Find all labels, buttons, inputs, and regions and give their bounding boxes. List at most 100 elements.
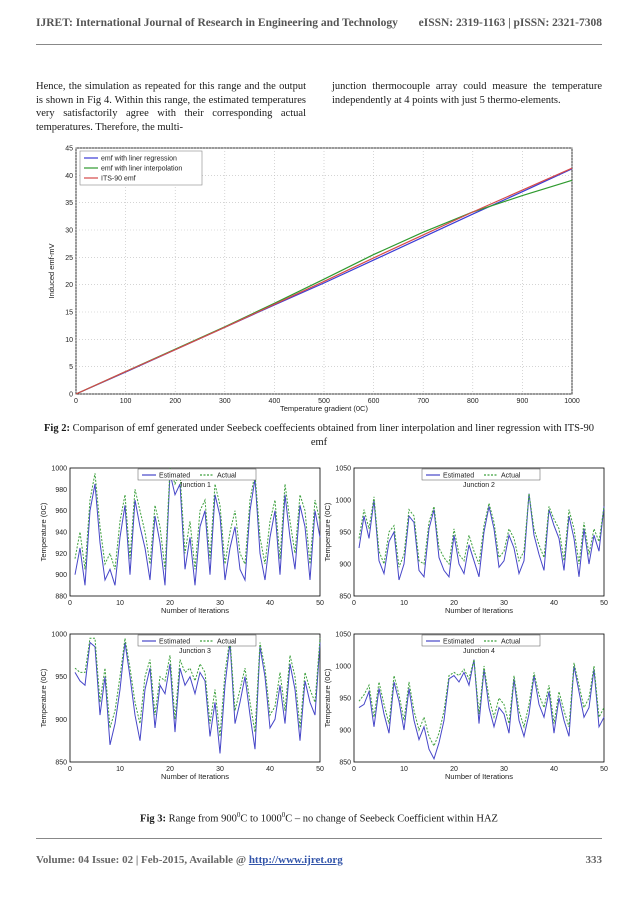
series-line-1 [74,473,321,586]
x-tick-label: 40 [550,766,558,773]
x-tick-label: 10 [400,766,408,773]
x-tick-label: 50 [316,600,324,607]
issn: eISSN: 2319-1163 | pISSN: 2321-7308 [418,17,602,29]
x-tick-label: 50 [316,766,324,773]
legend-label-actual: Actual [217,473,237,480]
fig2-caption-label: Fig 2: [43,423,70,434]
x-tick-label: 10 [400,600,408,607]
fig2-caption: Fig 2: Comparison of emf generated under… [36,422,602,450]
legend-label-estimated: Estimated [159,639,190,646]
journal-link[interactable]: http://www.ijret.org [248,854,343,866]
junction3-chart: 0 10 20 30 40 50 850 900 950 1000 Number of Iterat… [39,631,324,781]
fig2-caption-text: Comparison of emf generated under Seebec… [72,423,594,448]
y-tick-label: 960 [55,508,67,515]
x-tick-label: 800 [467,398,479,405]
y-tick-label: 1000 [51,631,67,638]
y-tick-label: 1000 [51,465,67,472]
x-tick-label: 500 [318,398,330,405]
journal-title: IJRET: International Journal of Research… [36,17,398,29]
fig2-chart: 0 100 200 300 400 500 600 700 800 900 1000 0 5 10 15 20… [47,145,580,413]
x-tick-label: 0 [68,600,72,607]
plot-area [353,633,605,763]
y-tick-label: 900 [339,561,351,568]
y-tick-label: 35 [65,200,73,207]
y-tick-label: 940 [55,529,67,536]
y-tick-label: 900 [55,717,67,724]
x-tick-label: 600 [368,398,380,405]
legend-label-3: ITS-90 emf [101,176,136,183]
footer-left: Volume: 04 Issue: 02 | Feb-2015, Availab… [36,854,343,866]
fig3-caption-sup2: 0 [281,811,286,819]
y-tick-label: 850 [339,593,351,600]
series-line-1 [74,641,321,754]
x-tick-label: 300 [219,398,231,405]
fig3-caption-label: Fig 3: [140,813,166,825]
x-tick-label: 200 [169,398,181,405]
body-text-right: junction thermocouple array could measur… [332,81,602,106]
junction1-chart: 0 10 20 30 40 50 880 900 920 940 960 980 1000 Number … [39,465,324,615]
series-line-3 [75,167,573,395]
series-line-1 [358,493,605,581]
x-tick-label: 30 [216,766,224,773]
y-tick-label: 850 [55,759,67,766]
fig3-caption-sup1: 0 [236,811,241,819]
y-tick-label: 1050 [335,465,351,472]
y-tick-label: 980 [55,487,67,494]
legend-box [421,468,541,481]
x-tick-label: 0 [352,766,356,773]
y-tick-label: 10 [65,337,73,344]
series-line-2 [74,637,321,737]
footer-rule [36,838,602,839]
x-tick-label: 30 [500,766,508,773]
x-tick-label: 40 [266,766,274,773]
y-tick-label: 920 [55,551,67,558]
fig3-caption-pre: Range from 900 [168,813,237,825]
legend-box [137,468,257,481]
x-tick-label: 10 [116,600,124,607]
x-tick-label: 30 [500,600,508,607]
y-tick-label: 850 [339,759,351,766]
legend-box [79,150,203,186]
y-tick-label: 15 [65,309,73,316]
legend-label-actual: Actual [501,639,521,646]
chart-title: Junction 3 [179,648,211,655]
y-axis-label: Temperature (0C) [39,502,48,561]
legend-label-estimated: Estimated [159,473,190,480]
fig3-caption: Fig 3: Range from 9000C to 10000C – no c… [36,808,602,827]
x-tick-label: 0 [74,398,78,405]
y-tick-label: 0 [69,391,73,398]
x-tick-label: 100 [120,398,132,405]
x-axis-label: Number of Iterations [161,606,229,615]
x-tick-label: 400 [269,398,281,405]
junction2-chart: 0 10 20 30 40 50 850 900 950 1000 1050 Number of It… [323,465,608,615]
fig3-caption-post: C – no change of Seebeck Coefficient wit… [285,813,498,825]
y-tick-label: 950 [339,695,351,702]
page-number: 333 [585,854,603,866]
y-axis-label: Temperature (0C) [323,668,332,727]
x-axis-label: Temperature gradient (0C) [280,404,368,413]
legend-label-1: emf with liner regression [101,156,177,163]
y-tick-label: 45 [65,145,73,152]
legend-label-estimated: Estimated [443,473,474,480]
body-text-left: Hence, the simulation as repeated for th… [36,81,306,133]
legend-label-estimated: Estimated [443,639,474,646]
x-tick-label: 0 [352,600,356,607]
y-tick-label: 900 [339,727,351,734]
y-axis-label: Temperature (0C) [323,502,332,561]
legend-box [137,634,257,647]
x-tick-label: 1000 [564,398,580,405]
x-axis-label: Number of Iterations [161,772,229,781]
x-tick-label: 10 [116,766,124,773]
x-tick-label: 900 [517,398,529,405]
chart-title: Junction 4 [463,648,495,655]
legend-label-actual: Actual [501,473,521,480]
x-tick-label: 40 [550,600,558,607]
x-tick-label: 40 [266,600,274,607]
y-tick-label: 1000 [335,497,351,504]
header-rule [36,44,602,45]
legend-label-actual: Actual [217,639,237,646]
x-tick-label: 20 [450,600,458,607]
legend-label-2: emf with liner interpolation [101,166,182,173]
y-tick-label: 1000 [335,663,351,670]
series-line-2 [358,493,605,568]
